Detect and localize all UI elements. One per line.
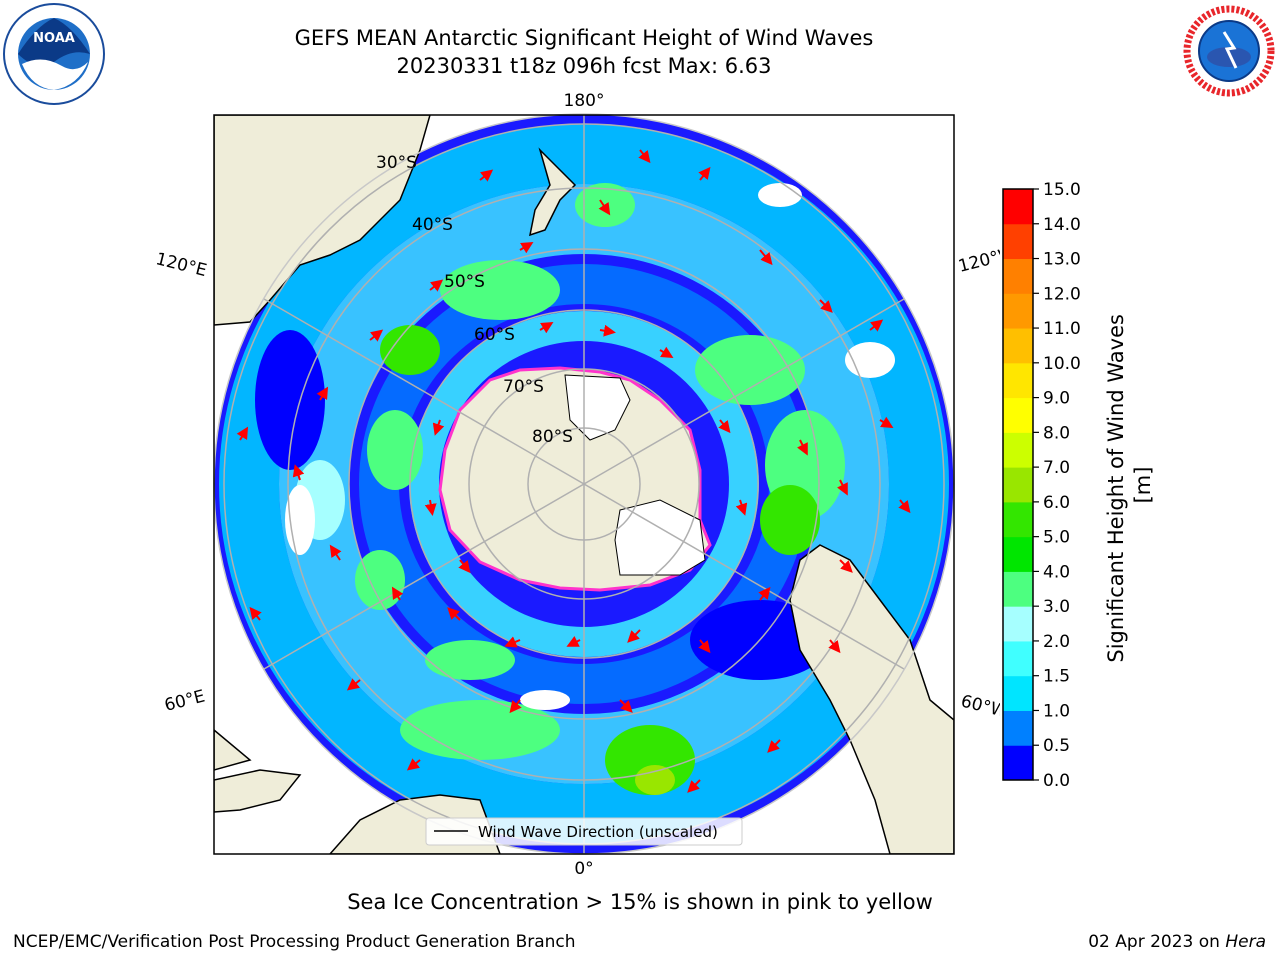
colorbar-tick-label: 13.0: [1043, 250, 1081, 270]
colorbar-block: [1003, 710, 1033, 746]
colorbar-block: [1003, 467, 1033, 503]
colorbar-block: [1003, 606, 1033, 642]
colorbar-tick-label: 6.0: [1043, 493, 1070, 513]
colorbar-tick-label: 0.0: [1043, 771, 1070, 791]
colorbar-block: [1003, 223, 1033, 260]
colorbar-label: Significant Height of Wind Waves [m]: [1104, 307, 1155, 662]
noaa-logo-text: NOAA: [33, 31, 75, 46]
colorbar-tick-label: 5.0: [1043, 528, 1070, 548]
lat-label-30s: 30°S: [376, 153, 417, 173]
colorbar-ticks: 0.0 0.5 1.0 1.5 2.0 3.0 4.0 5.0 6.0 7.0 8.0 9.0 10.0…: [1033, 180, 1081, 791]
map-subtitle: 20230331 t18z 096h fcst Max: 6.63: [396, 54, 772, 78]
lat-label-80s: 80°S: [532, 427, 573, 447]
nws-logo: [1182, 4, 1276, 98]
madagascar-land: [214, 769, 302, 813]
colorbar-tick-label: 8.0: [1043, 423, 1070, 443]
colorbar-tick-label: 14.0: [1043, 215, 1081, 235]
colorbar-tick-label: 9.0: [1043, 389, 1070, 409]
colorbar-tick-label: 15.0: [1043, 180, 1081, 200]
lat-label-50s: 50°S: [444, 272, 485, 292]
footer-producer: NCEP/EMC/Verification Post Processing Pr…: [13, 932, 576, 952]
footer-date: 02 Apr 2023 on Hera: [1088, 932, 1266, 952]
colorbar-block: [1003, 675, 1033, 711]
new-zealand-land: [529, 147, 577, 237]
colorbar-block: [1003, 189, 1033, 225]
australia-land: [214, 115, 431, 326]
colorbar-tick-label: 2.0: [1043, 632, 1070, 652]
colorbar-block: [1003, 397, 1033, 433]
colorbar-block: [1003, 432, 1033, 468]
colorbar-tick-label: 1.5: [1043, 667, 1070, 687]
colorbar-tick-label: 12.0: [1043, 284, 1081, 304]
colorbar-block: [1003, 328, 1033, 364]
colorbar-blocks: [1003, 189, 1033, 781]
ross-ice-shelf: [564, 374, 631, 441]
polar-map: 180° 0° 120°E 60°E 120°W 60°W 30°S 40°S …: [154, 91, 1000, 879]
footer-host: Hera: [1225, 932, 1266, 952]
weddell-ice: [614, 499, 706, 576]
lat-label-70s: 70°S: [503, 377, 544, 397]
lon-label-120e: 120°E: [154, 249, 209, 281]
footer-date-text: 02 Apr 2023 on: [1088, 932, 1226, 952]
wind-wave-arrows: [236, 149, 911, 793]
colorbar-block: [1003, 501, 1033, 538]
colorbar-label-svg: Significant Height of Wind Waves [m]: [1104, 307, 1155, 663]
sea-ice-caption: Sea Ice Concentration > 15% is shown in …: [347, 890, 933, 914]
lat-label-60s: 60°S: [474, 325, 515, 345]
colorbar-block: [1003, 293, 1033, 329]
lon-label-180: 180°: [564, 91, 605, 111]
colorbar-block: [1003, 258, 1033, 294]
colorbar-tick-label: 11.0: [1043, 319, 1081, 339]
lon-label-0: 0°: [574, 859, 593, 879]
map-title: GEFS MEAN Antarctic Significant Height o…: [294, 26, 874, 50]
colorbar-tick-label: 4.0: [1043, 562, 1070, 582]
colorbar-block: [1003, 362, 1033, 399]
colorbar-tick-label: 10.0: [1043, 354, 1081, 374]
colorbar-block: [1003, 745, 1033, 781]
colorbar-block: [1003, 571, 1033, 607]
colorbar-block: [1003, 640, 1033, 677]
colorbar-tick-label: 0.5: [1043, 736, 1070, 756]
legend-label: Wind Wave Direction (unscaled): [478, 823, 718, 841]
map-legend: Wind Wave Direction (unscaled): [425, 817, 743, 846]
lon-label-60e: 60°E: [163, 687, 207, 716]
noaa-logo: NOAA: [3, 3, 105, 105]
lat-label-40s: 40°S: [412, 215, 453, 235]
colorbar-block: [1003, 536, 1033, 572]
colorbar-tick-label: 3.0: [1043, 597, 1070, 617]
colorbar-tick-label: 1.0: [1043, 701, 1070, 721]
colorbar: 0.0 0.5 1.0 1.5 2.0 3.0 4.0 5.0 6.0 7.0 8.0 9.0 10.0…: [1002, 180, 1081, 791]
colorbar-tick-label: 7.0: [1043, 458, 1070, 478]
